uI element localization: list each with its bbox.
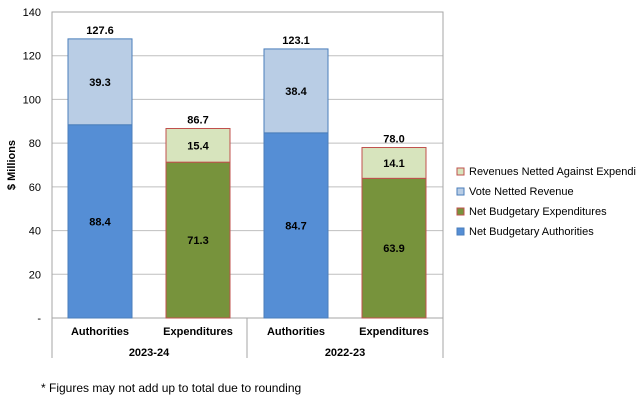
bar-segment [67, 124, 133, 319]
data-label: 14.1 [383, 158, 404, 170]
data-label: 15.4 [187, 140, 209, 152]
y-tick-label: 100 [23, 94, 41, 106]
legend-label: Vote Netted Revenue [469, 186, 574, 198]
stacked-bar-chart: - 20 40 60 80 100 120 140 $ Millions 88.4 39.3 127.… [6, 7, 636, 359]
total-label: 78.0 [383, 134, 404, 146]
data-label: 84.7 [285, 220, 306, 232]
y-tick-label: 140 [23, 7, 41, 19]
group-label: 2023-24 [129, 347, 170, 359]
total-label: 123.1 [282, 35, 310, 47]
legend-swatch [456, 227, 465, 236]
total-label: 86.7 [187, 114, 208, 126]
data-label: 71.3 [187, 235, 208, 247]
bar-segment [361, 177, 427, 319]
category-label: Expenditures [163, 326, 233, 338]
legend-swatch [456, 207, 465, 216]
y-axis-label: $ Millions [6, 140, 18, 190]
bar-segment [165, 127, 231, 163]
y-tick-label: 20 [29, 269, 41, 281]
y-tick-label: 120 [23, 51, 41, 63]
category-label: Authorities [71, 326, 129, 338]
legend-label: Revenues Netted Against Expenditures [469, 166, 636, 178]
legend-swatch [456, 167, 465, 176]
data-label: 88.4 [89, 216, 111, 228]
group-label: 2022-23 [325, 347, 365, 359]
category-label: Expenditures [359, 326, 429, 338]
footnote: * Figures may not add up to total due to… [41, 381, 302, 395]
category-label: Authorities [267, 326, 325, 338]
bar-segment [165, 161, 231, 319]
bar-segment [263, 132, 329, 319]
y-tick-label: 60 [29, 182, 41, 194]
total-label: 127.6 [86, 25, 114, 37]
bar-segment [263, 48, 329, 134]
legend-swatch [456, 187, 465, 196]
legend-label: Net Budgetary Expenditures [469, 206, 607, 218]
y-tick-label: 40 [29, 226, 41, 238]
data-label: 39.3 [89, 77, 110, 89]
bar-segment [361, 147, 427, 179]
y-tick-label: 80 [29, 138, 41, 150]
data-label: 63.9 [383, 243, 404, 255]
legend-label: Net Budgetary Authorities [469, 226, 594, 238]
bar-segment [67, 38, 133, 126]
y-tick-label: - [37, 313, 41, 325]
data-label: 38.4 [285, 86, 307, 98]
